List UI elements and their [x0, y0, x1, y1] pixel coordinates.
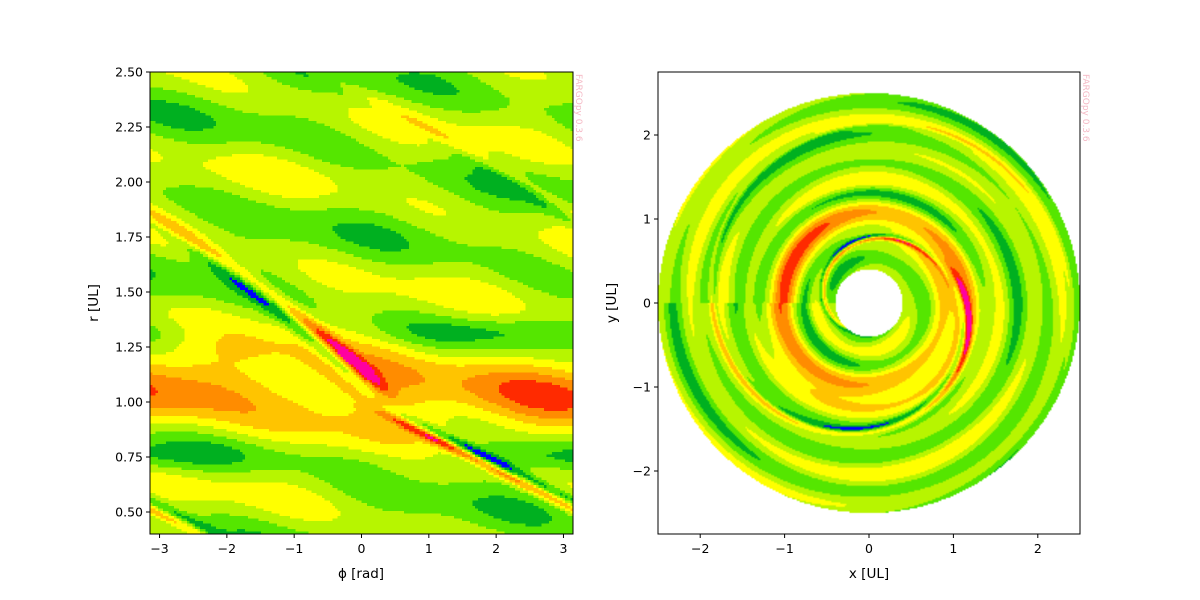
xy-ytick-label: 2 [643, 128, 651, 143]
rphi-xtick-label: 0 [358, 541, 366, 556]
xy-xtick-label: 2 [1034, 541, 1042, 556]
rphi-ytick-label: 1.50 [115, 285, 143, 300]
rphi-xtick-label: 1 [425, 541, 433, 556]
xy-watermark: FARGOpy 0.3.6 [1080, 74, 1090, 142]
xy-ticks: −2 −1 0 1 2 −2 −1 0 1 2 [633, 128, 1042, 557]
rphi-xlabel: ϕ [rad] [338, 566, 384, 582]
rphi-xtick-label: −3 [150, 541, 168, 556]
xy-ytick-label: 0 [643, 296, 651, 311]
rphi-ytick-label: 1.00 [115, 395, 143, 410]
rphi-ytick-label: 1.25 [115, 340, 143, 355]
rphi-ytick-label: 2.25 [115, 120, 143, 135]
rphi-ytick-label: 1.75 [115, 230, 143, 245]
xy-ylabel: y [UL] [604, 283, 620, 323]
xy-ytick-label: −1 [633, 380, 651, 395]
rphi-ytick-label: 2.00 [115, 175, 143, 190]
rphi-ylabel: r [UL] [86, 284, 102, 322]
rphi-ytick-label: 2.50 [115, 65, 143, 80]
xy-ytick-label: 1 [643, 212, 651, 227]
rphi-xtick-label: −2 [218, 541, 236, 556]
rphi-ticks: −3 −2 −1 0 1 2 3 0.50 0.75 1.00 1.25 1.50 1.75 2.00 2.… [115, 65, 567, 557]
xy-xtick-label: 1 [949, 541, 957, 556]
rphi-watermark: FARGOpy 0.3.6 [573, 74, 583, 142]
rphi-xtick-label: −1 [285, 541, 303, 556]
xy-xtick-label: −2 [691, 541, 709, 556]
rphi-xtick-label: 2 [492, 541, 500, 556]
rphi-ytick-label: 0.75 [115, 450, 143, 465]
rphi-ytick-label: 0.50 [115, 505, 143, 520]
xy-ytick-label: −2 [633, 464, 651, 479]
rphi-density-map [150, 72, 573, 534]
rphi-panel: −3 −2 −1 0 1 2 3 0.50 0.75 1.00 1.25 1.50 1.75 2.00 2.… [86, 65, 583, 583]
xy-xtick-label: −1 [775, 541, 793, 556]
xy-density-map [658, 72, 1080, 534]
xy-xtick-label: 0 [865, 541, 873, 556]
xy-xlabel: x [UL] [849, 566, 889, 582]
xy-panel: −2 −1 0 1 2 −2 −1 0 1 2 x [UL] y [UL] FARGOpy 0.3… [604, 71, 1090, 582]
rphi-xtick-label: 3 [559, 541, 567, 556]
